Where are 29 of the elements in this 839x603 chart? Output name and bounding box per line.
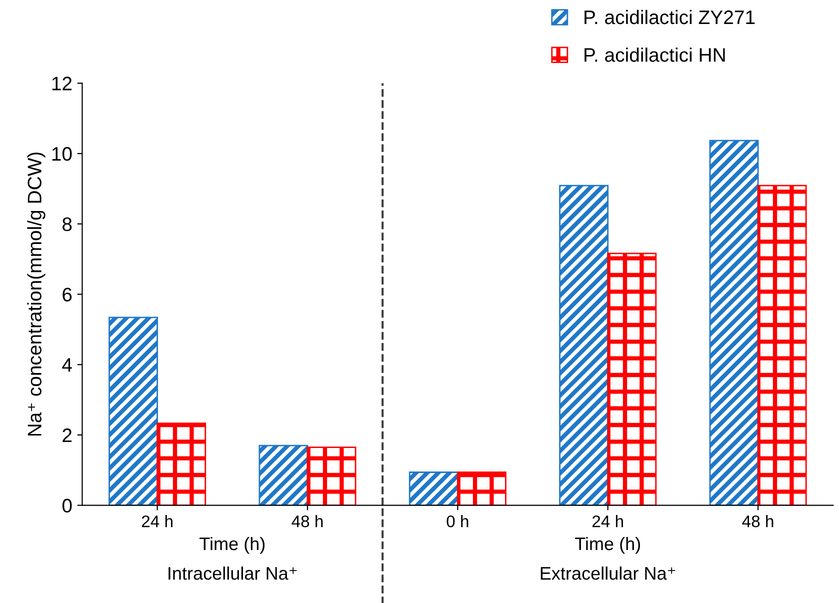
x-tick-label: 48 h	[292, 515, 323, 528]
text: Time (h)	[575, 536, 640, 554]
bar	[559, 184, 609, 506]
bar	[306, 446, 356, 506]
y-tick-label: 12	[52, 76, 72, 90]
legend-label: P. acidilactici ZY271	[584, 10, 755, 24]
x-tick-label: 48 h	[742, 515, 774, 528]
bar	[709, 140, 759, 506]
legend-label: P. acidilactici HN	[584, 48, 725, 62]
x-axis-title: Time (h)	[200, 536, 265, 554]
x-tick-label: 24 h	[142, 515, 172, 528]
x-tick-label: 0 h	[446, 515, 468, 528]
y-tick-label: 2	[62, 428, 72, 442]
bar	[156, 422, 206, 506]
bar	[258, 444, 308, 506]
y-tick-label: 4	[62, 358, 72, 372]
bar	[408, 472, 458, 506]
bar	[607, 252, 657, 506]
y-tick-label: 8	[62, 217, 72, 232]
bar	[757, 184, 807, 506]
y-tick-label: 0	[62, 498, 72, 513]
y-tick-label: 6	[62, 288, 72, 302]
text: Intracellular Na⁺	[168, 566, 297, 580]
bar	[456, 472, 506, 506]
text: Extracellular Na⁺	[540, 566, 676, 580]
y-tick-label: 10	[52, 147, 72, 161]
bar	[108, 316, 158, 506]
y-axis-title: Na⁺ concentration(mmol/g DCW)	[27, 152, 46, 436]
x-tick-label: 24 h	[592, 515, 623, 528]
